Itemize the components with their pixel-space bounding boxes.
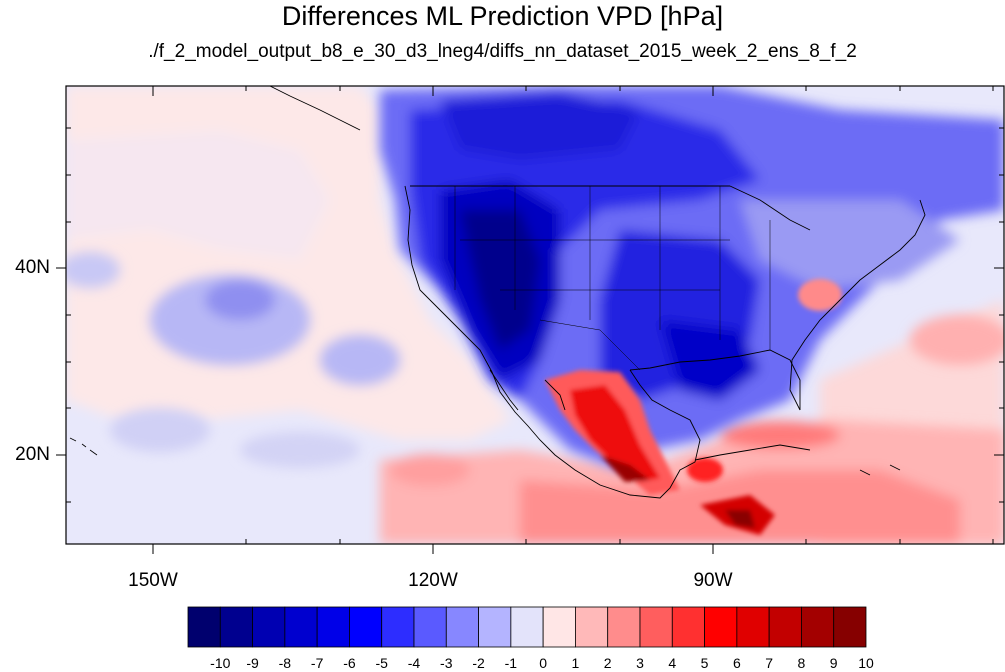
colorbar-label: 3	[636, 655, 644, 671]
colorbar-label: 4	[668, 655, 677, 671]
colorbar-swatch	[252, 606, 286, 648]
colorbar-swatch	[801, 606, 835, 648]
colorbar-swatch	[445, 606, 479, 648]
hawaii-islands	[69, 437, 98, 456]
colorbar-swatch	[413, 606, 447, 648]
map-subtitle: ./f_2_model_output_b8_e_30_d3_lneg4/diff…	[148, 41, 857, 62]
colorbar-label: 1	[571, 655, 580, 671]
lat-label-40n: 40N	[15, 257, 50, 278]
colorbar-swatch	[736, 606, 770, 648]
colorbar-swatch	[768, 606, 802, 648]
colorbar-swatch	[542, 606, 576, 648]
lon-label-150w: 150W	[128, 570, 178, 591]
mexico-positive	[545, 279, 842, 535]
vpd-difference-field	[66, 86, 1004, 544]
lon-label-90w: 90W	[693, 570, 733, 591]
colorbar-label: -4	[407, 655, 421, 671]
colorbar-swatch	[316, 606, 350, 648]
colorbar-swatch	[704, 606, 738, 648]
colorbar-label: -6	[343, 655, 356, 671]
colorbar-label: -9	[246, 655, 259, 671]
lat-label-20n: 20N	[15, 444, 50, 465]
colorbar-label: 9	[829, 655, 838, 671]
colorbar-label: 8	[797, 655, 806, 671]
colorbar-label: -3	[440, 655, 453, 671]
colorbar-swatch	[349, 606, 383, 648]
colorbar-label: -2	[472, 655, 485, 671]
colorbar-label: 2	[603, 655, 612, 671]
colorbar-label: 6	[732, 655, 741, 671]
colorbar-label: -5	[375, 655, 388, 671]
colorbar-label: -10	[210, 655, 231, 671]
colorbar-swatch	[478, 606, 512, 648]
colorbar-swatch	[381, 606, 415, 648]
colorbar-swatch	[833, 606, 867, 648]
state-borders	[454, 186, 771, 371]
colorbar-label: 7	[765, 655, 774, 671]
colorbar-label: 10	[858, 655, 874, 671]
pacific-negative-patches	[66, 252, 400, 468]
colorbar-label: 5	[700, 655, 709, 671]
colorbar-label: 0	[539, 655, 548, 671]
colorbar	[187, 606, 867, 648]
colorbar-swatch	[510, 606, 544, 648]
colorbar-swatch	[219, 606, 253, 648]
colorbar-label: -1	[504, 655, 518, 671]
map-title: Differences ML Prediction VPD [hPa]	[281, 1, 724, 31]
coastlines	[269, 86, 926, 499]
lon-label-120w: 120W	[408, 570, 458, 591]
colorbar-label: -8	[278, 655, 292, 671]
colorbar-swatch	[187, 606, 221, 648]
axis-ticks	[56, 86, 1004, 554]
colorbar-swatch	[607, 606, 641, 648]
southern-positive-band	[380, 315, 1004, 544]
colorbar-label: -7	[310, 655, 324, 671]
colorbar-swatch	[671, 606, 705, 648]
colorbar-swatch	[575, 606, 609, 648]
colorbar-swatch	[639, 606, 673, 648]
colorbar-swatch	[284, 606, 318, 648]
north-america-negative	[380, 86, 1004, 470]
